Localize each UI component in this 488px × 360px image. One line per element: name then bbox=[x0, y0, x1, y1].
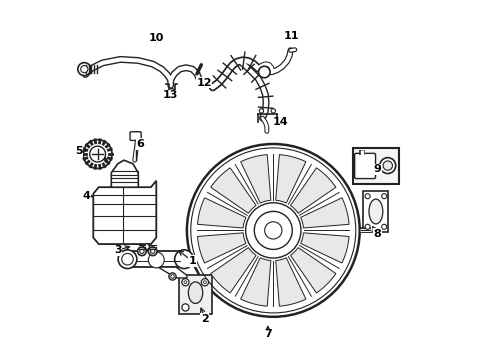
Text: 12: 12 bbox=[196, 78, 211, 88]
Circle shape bbox=[81, 66, 88, 73]
Text: 11: 11 bbox=[283, 31, 299, 41]
Text: 13: 13 bbox=[163, 90, 178, 100]
Polygon shape bbox=[275, 154, 305, 203]
Circle shape bbox=[203, 281, 206, 284]
Circle shape bbox=[150, 249, 155, 253]
Circle shape bbox=[183, 281, 186, 284]
Circle shape bbox=[270, 109, 275, 113]
Polygon shape bbox=[240, 154, 270, 203]
Circle shape bbox=[254, 211, 292, 249]
Circle shape bbox=[186, 144, 359, 317]
Polygon shape bbox=[158, 267, 186, 278]
Circle shape bbox=[201, 279, 208, 286]
Bar bbox=[363, 191, 387, 232]
Circle shape bbox=[379, 158, 395, 174]
Circle shape bbox=[168, 273, 176, 280]
Circle shape bbox=[365, 224, 369, 229]
Polygon shape bbox=[210, 168, 256, 213]
Ellipse shape bbox=[188, 282, 203, 303]
Circle shape bbox=[122, 253, 133, 265]
Circle shape bbox=[170, 275, 174, 278]
Circle shape bbox=[182, 304, 189, 311]
FancyBboxPatch shape bbox=[354, 153, 375, 179]
Circle shape bbox=[245, 203, 300, 258]
Circle shape bbox=[182, 279, 189, 286]
Bar bbox=[352, 148, 399, 184]
Text: 3: 3 bbox=[114, 245, 122, 255]
Circle shape bbox=[381, 224, 386, 229]
Polygon shape bbox=[290, 248, 335, 293]
Text: 8: 8 bbox=[373, 229, 381, 239]
FancyBboxPatch shape bbox=[130, 132, 141, 140]
Circle shape bbox=[258, 66, 269, 78]
Polygon shape bbox=[197, 233, 245, 263]
Polygon shape bbox=[129, 251, 183, 267]
Circle shape bbox=[259, 109, 263, 113]
Circle shape bbox=[137, 247, 146, 256]
Circle shape bbox=[264, 222, 282, 239]
Text: 14: 14 bbox=[272, 117, 288, 127]
Polygon shape bbox=[300, 198, 348, 228]
Text: 9: 9 bbox=[373, 164, 381, 174]
Circle shape bbox=[174, 250, 193, 269]
Circle shape bbox=[365, 194, 369, 199]
Circle shape bbox=[78, 63, 91, 76]
Text: 7: 7 bbox=[264, 329, 271, 339]
Polygon shape bbox=[275, 258, 305, 306]
Polygon shape bbox=[111, 160, 138, 187]
Text: 10: 10 bbox=[148, 33, 163, 43]
Polygon shape bbox=[290, 168, 335, 213]
Circle shape bbox=[168, 89, 175, 96]
Text: 2: 2 bbox=[201, 314, 208, 324]
Text: 1: 1 bbox=[188, 256, 196, 266]
Circle shape bbox=[143, 244, 149, 249]
Circle shape bbox=[140, 249, 144, 253]
Ellipse shape bbox=[368, 199, 382, 224]
Text: 5: 5 bbox=[75, 146, 82, 156]
Polygon shape bbox=[210, 248, 256, 293]
Bar bbox=[179, 275, 212, 314]
Circle shape bbox=[382, 161, 392, 170]
Text: 6: 6 bbox=[136, 139, 144, 149]
Circle shape bbox=[89, 146, 105, 162]
Circle shape bbox=[148, 247, 157, 256]
Polygon shape bbox=[300, 233, 348, 263]
Polygon shape bbox=[197, 198, 245, 228]
Polygon shape bbox=[240, 258, 270, 306]
Circle shape bbox=[381, 194, 386, 199]
Polygon shape bbox=[93, 181, 156, 244]
Text: 4: 4 bbox=[82, 191, 90, 201]
Circle shape bbox=[83, 140, 112, 168]
Circle shape bbox=[148, 252, 164, 268]
Circle shape bbox=[118, 250, 137, 269]
